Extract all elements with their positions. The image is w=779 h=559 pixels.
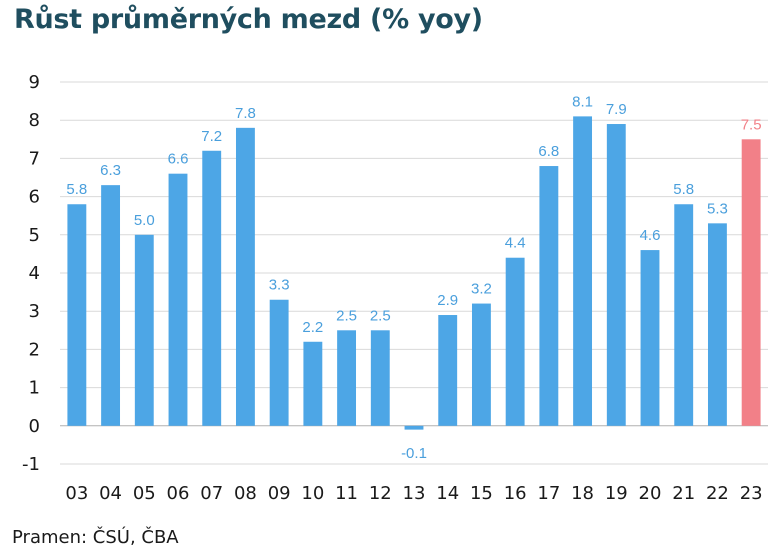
data-label-13: -0.1	[401, 445, 427, 462]
data-label-23: 7.5	[741, 116, 762, 133]
x-tick-label: 21	[672, 483, 695, 504]
x-tick-label: 23	[740, 483, 763, 504]
x-tick-label: 08	[234, 483, 257, 504]
x-tick-label: 06	[167, 483, 190, 504]
bar-13	[404, 425, 424, 430]
x-axis-ticks: 03 04 05 06 07 08 09 10 11 12 13 14 15 16 17 18 19 20 21 22…	[65, 483, 762, 504]
x-tick-label: 12	[369, 483, 392, 504]
y-tick-label: 9	[29, 72, 40, 93]
x-tick-label: 20	[639, 483, 662, 504]
data-label-16: 4.4	[505, 235, 526, 252]
x-tick-label: 16	[504, 483, 527, 504]
data-labels: 5.8 6.3 5.0 6.6 7.2 7.8 3.3 2.2 2.5 2.5 -0.1 2.9 3.2…	[66, 93, 761, 461]
y-tick-label: 3	[29, 301, 40, 322]
data-label-12: 2.5	[370, 307, 391, 324]
chart-title: Růst průměrných mezd (% yoy)	[14, 4, 483, 35]
x-tick-label: 04	[99, 483, 122, 504]
y-tick-label: 5	[29, 225, 40, 246]
data-label-19: 7.9	[606, 101, 627, 118]
x-tick-label: 19	[605, 483, 628, 504]
x-tick-label: 15	[470, 483, 493, 504]
data-label-03: 5.8	[66, 181, 87, 198]
y-tick-label: 7	[29, 148, 40, 169]
bar-05	[134, 234, 154, 426]
x-tick-label: 07	[200, 483, 223, 504]
bar-19	[606, 124, 626, 426]
data-label-17: 6.8	[538, 143, 559, 160]
data-label-10: 2.2	[302, 319, 323, 336]
data-label-14: 2.9	[437, 292, 458, 309]
x-tick-label: 17	[537, 483, 560, 504]
y-tick-label: 8	[29, 110, 40, 131]
data-label-22: 5.3	[707, 200, 728, 217]
data-label-20: 4.6	[640, 227, 661, 244]
data-label-09: 3.3	[269, 277, 290, 294]
bar-09	[269, 299, 289, 426]
data-label-07: 7.2	[201, 128, 222, 145]
data-label-21: 5.8	[673, 181, 694, 198]
y-tick-label: 1	[29, 378, 40, 399]
bar-04	[101, 185, 121, 426]
bar-21	[674, 204, 694, 426]
y-tick-label: -1	[22, 454, 40, 475]
data-label-04: 6.3	[100, 162, 121, 179]
x-tick-label: 09	[268, 483, 291, 504]
y-tick-label: 6	[29, 187, 40, 208]
data-label-11: 2.5	[336, 307, 357, 324]
bar-23	[741, 139, 761, 426]
x-tick-label: 14	[436, 483, 459, 504]
bar-18	[573, 116, 593, 426]
bar-17	[539, 166, 559, 426]
bar-12	[370, 330, 390, 426]
bar-14	[438, 315, 458, 426]
data-label-06: 6.6	[168, 151, 189, 168]
x-tick-label: 18	[571, 483, 594, 504]
x-tick-label: 11	[335, 483, 358, 504]
data-label-18: 8.1	[572, 93, 593, 110]
bar-11	[337, 330, 357, 426]
bar-07	[202, 150, 222, 426]
x-tick-label: 05	[133, 483, 156, 504]
bar-10	[303, 341, 323, 426]
bar-22	[707, 223, 727, 426]
bar-06	[168, 173, 188, 426]
x-tick-label: 03	[65, 483, 88, 504]
y-tick-label: 2	[29, 339, 40, 360]
bars	[67, 116, 761, 430]
source-note: Pramen: ČSÚ, ČBA	[12, 527, 179, 548]
x-tick-label: 10	[301, 483, 324, 504]
gridlines	[60, 81, 768, 465]
x-tick-label: 13	[403, 483, 426, 504]
bar-20	[640, 250, 660, 426]
x-tick-label: 22	[706, 483, 729, 504]
data-label-15: 3.2	[471, 281, 492, 298]
data-label-05: 5.0	[134, 212, 155, 229]
bar-03	[67, 204, 87, 426]
data-label-08: 7.8	[235, 105, 256, 122]
y-tick-label: 4	[29, 263, 40, 284]
bar-16	[505, 257, 525, 426]
y-axis-ticks: 9 8 7 6 5 4 3 2 1 0 -1	[22, 72, 40, 475]
bar-15	[471, 303, 491, 426]
bar-08	[235, 127, 255, 426]
y-tick-label: 0	[29, 416, 40, 437]
